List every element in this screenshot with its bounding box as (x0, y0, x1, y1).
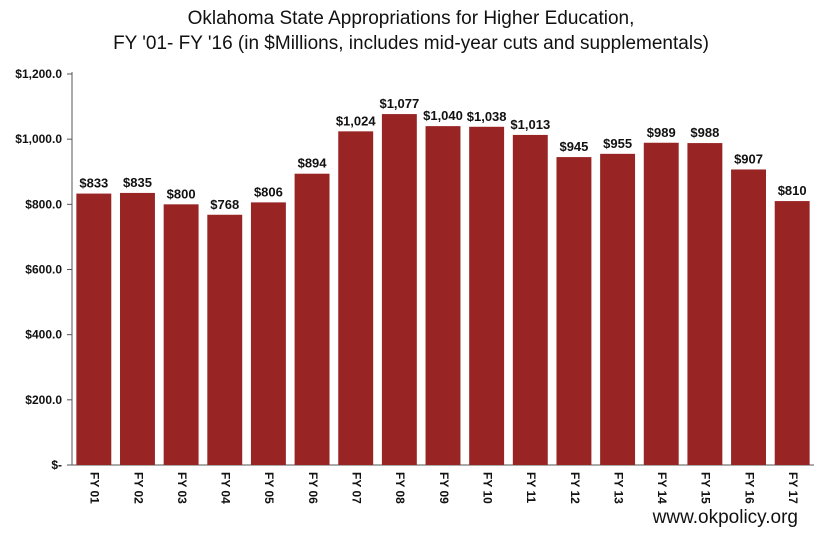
x-tick-label: FY 03 (175, 472, 189, 504)
bar (512, 134, 548, 465)
bar (731, 169, 766, 465)
x-tick-label: FY 12 (568, 472, 582, 504)
bar (207, 214, 243, 465)
y-tick-label: $800.0 (25, 197, 62, 211)
data-label: $955 (603, 136, 632, 151)
data-label: $768 (210, 197, 239, 212)
data-label: $945 (559, 139, 588, 154)
x-tick-label: FY 15 (699, 472, 713, 504)
y-tick-label: $- (51, 458, 62, 472)
x-tick-label: FY 05 (262, 472, 276, 504)
data-label: $907 (734, 151, 763, 166)
x-tick-label: FY 01 (88, 472, 102, 504)
data-label: $1,038 (467, 109, 507, 124)
x-tick-label: FY 02 (131, 472, 145, 504)
x-tick-label: FY 16 (742, 472, 756, 504)
bar (600, 153, 636, 465)
data-label: $835 (123, 175, 152, 190)
source-credit: www.okpolicy.org (652, 507, 798, 528)
data-label: $833 (79, 176, 108, 191)
chart-title-line2: FY '01- FY '16 (in $Millions, includes m… (113, 33, 709, 54)
data-label: $989 (647, 125, 676, 140)
y-tick-label: $1,200.0 (15, 67, 62, 81)
x-tick-label: FY 09 (437, 472, 451, 504)
bar (425, 126, 461, 465)
y-tick-label: $1,000.0 (15, 132, 62, 146)
x-tick-label: FY 07 (350, 472, 364, 504)
bar (687, 143, 723, 465)
y-tick-label: $400.0 (25, 328, 62, 342)
data-label: $1,024 (336, 113, 377, 128)
chart-title-line1: Oklahoma State Appropriations for Higher… (187, 8, 635, 29)
bar (163, 204, 199, 466)
x-tick-label: FY 17 (786, 472, 800, 504)
data-label: $1,013 (510, 117, 550, 132)
bar (774, 201, 810, 465)
data-label: $1,077 (379, 96, 419, 111)
bar (338, 131, 374, 465)
bar (469, 126, 505, 465)
bar (294, 173, 330, 465)
bar (76, 193, 112, 466)
data-label: $810 (778, 183, 807, 198)
x-tick-label: FY 13 (611, 472, 625, 504)
y-tick-label: $200.0 (25, 393, 62, 407)
x-tick-label: FY 08 (393, 472, 407, 504)
bar (643, 142, 679, 465)
x-tick-label: FY 04 (219, 472, 233, 504)
bar (250, 202, 286, 465)
data-label: $800 (167, 186, 196, 201)
x-tick-label: FY 06 (306, 472, 320, 504)
data-label: $988 (690, 125, 719, 140)
x-tick-label: FY 10 (480, 472, 494, 504)
bar (120, 192, 155, 465)
x-tick-label: FY 14 (655, 472, 669, 504)
y-tick-label: $600.0 (25, 263, 62, 277)
data-label: $806 (254, 184, 283, 199)
x-tick-label: FY 11 (524, 472, 538, 503)
bar (556, 157, 592, 465)
data-label: $1,040 (423, 108, 463, 123)
bar (381, 114, 417, 465)
data-label: $894 (298, 156, 328, 171)
